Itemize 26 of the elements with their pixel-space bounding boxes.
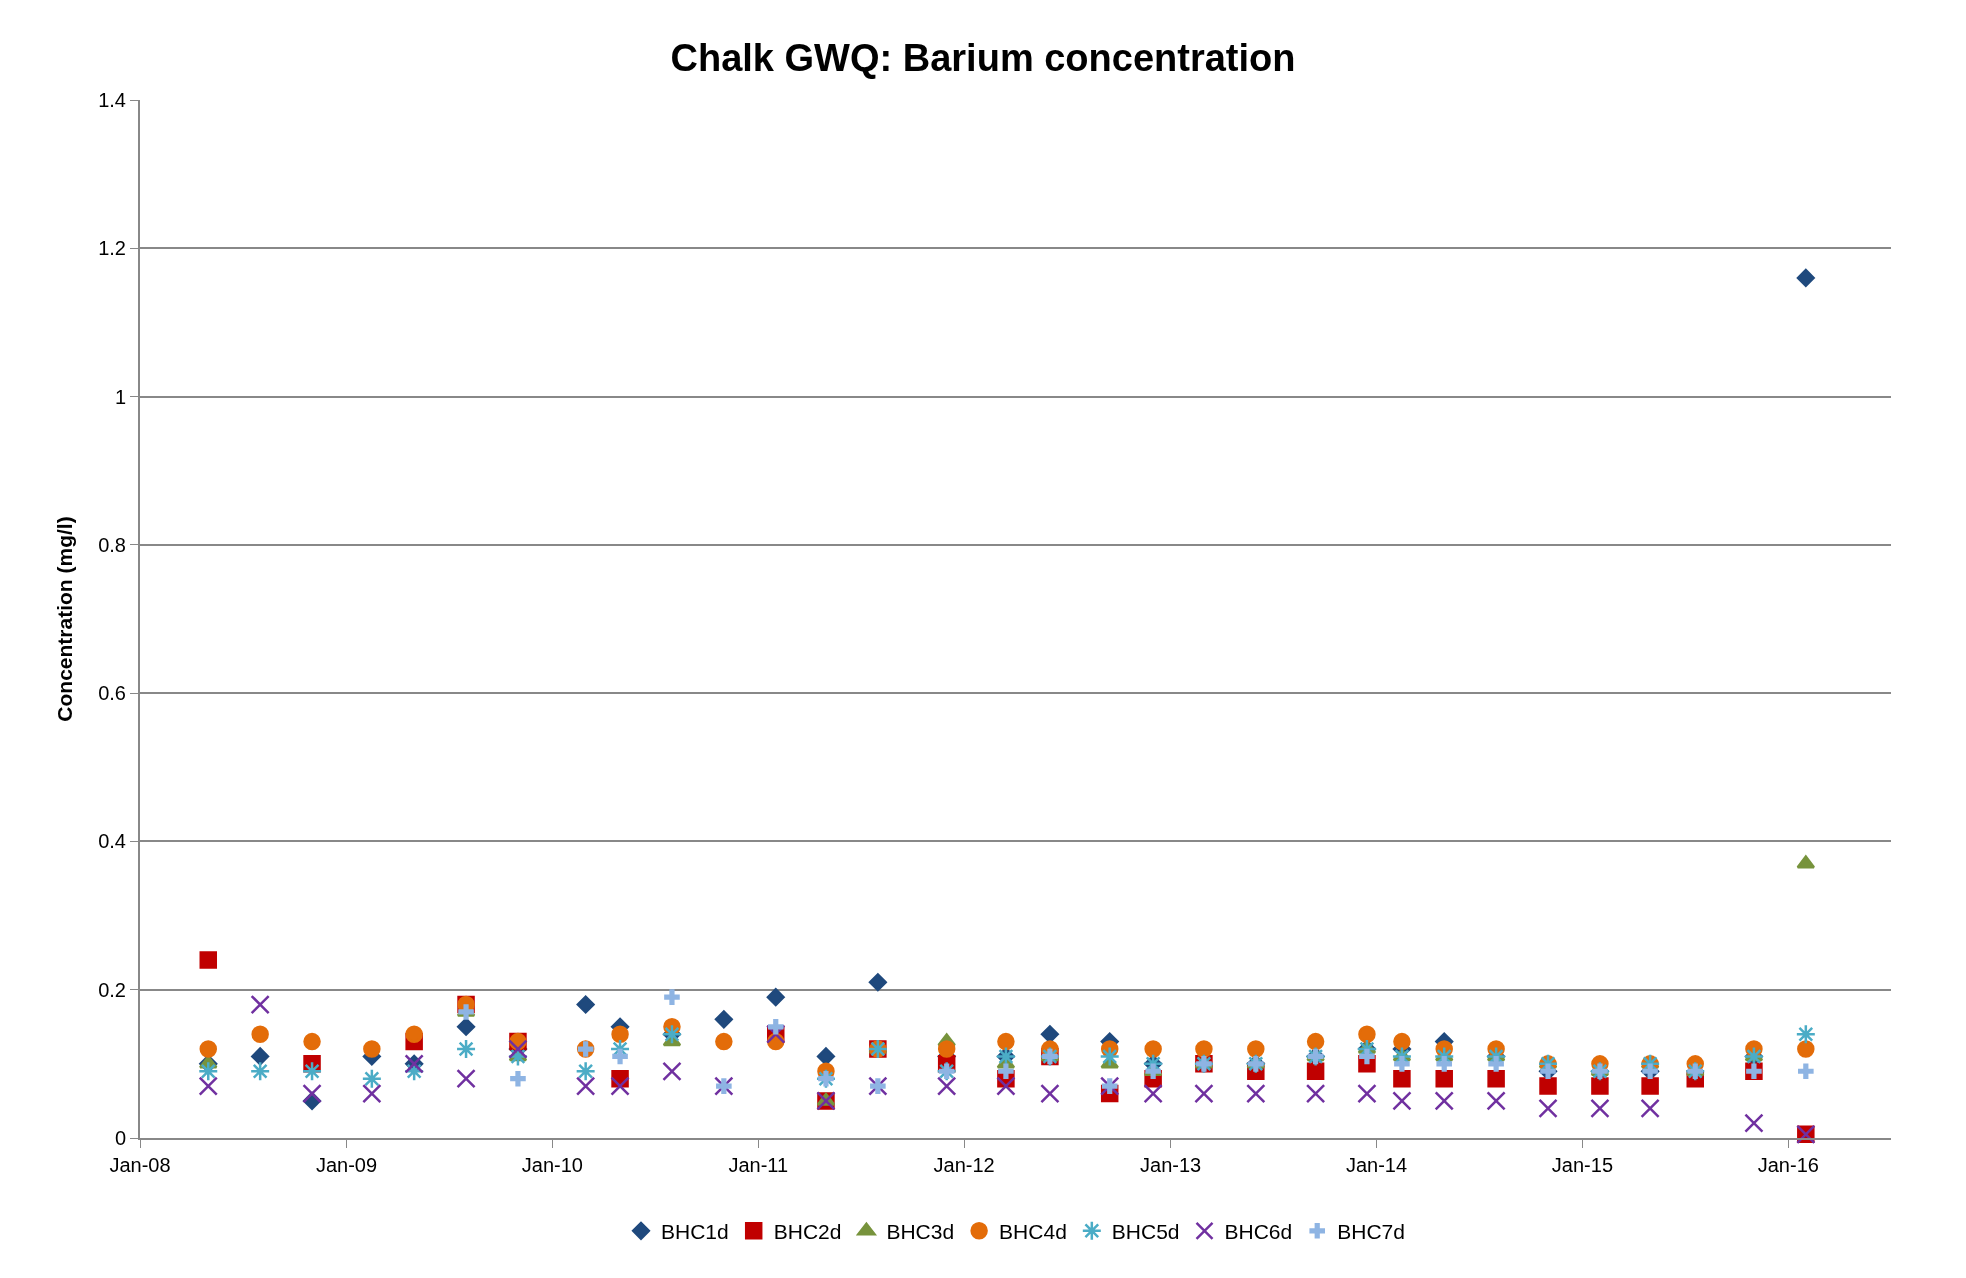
y-tick-label: 0.4 [98, 830, 126, 853]
y-tick-label: 0.8 [98, 533, 126, 556]
x-tick-label: Jan-08 [109, 1154, 171, 1176]
legend-label: BHC4d [999, 1220, 1067, 1243]
y-tick-label: 1 [114, 385, 126, 408]
x-tick-label: Jan-10 [521, 1154, 583, 1176]
legend-label: BHC5d [1111, 1220, 1180, 1243]
chart-title: Chalk GWQ: Barium concentration [670, 37, 1296, 80]
y-tick-label: 1.4 [98, 89, 126, 111]
y-tick-label: 0 [114, 1127, 126, 1149]
x-tick-label: Jan-12 [933, 1154, 995, 1176]
x-tick-label: Jan-09 [315, 1154, 378, 1176]
legend-label: BHC6d [1224, 1220, 1293, 1243]
y-tick-label: 0.2 [98, 978, 126, 1001]
y-tick-label: 0.6 [98, 682, 126, 705]
x-tick-label: Jan-15 [1551, 1154, 1614, 1176]
y-axis-title: Concentration (mg/l) [52, 516, 76, 722]
legend-label: BHC2d [773, 1220, 842, 1243]
x-tick-label: Jan-13 [1140, 1154, 1202, 1176]
x-tick-label: Jan-11 [728, 1154, 789, 1176]
x-tick-label: Jan-14 [1345, 1154, 1408, 1176]
x-tick-label: Jan-16 [1757, 1154, 1819, 1176]
legend-label: BHC3d [886, 1220, 955, 1243]
legend-label: BHC7d [1337, 1220, 1405, 1243]
y-tick-label: 1.2 [98, 237, 126, 260]
legend-label: BHC1d [661, 1220, 729, 1243]
